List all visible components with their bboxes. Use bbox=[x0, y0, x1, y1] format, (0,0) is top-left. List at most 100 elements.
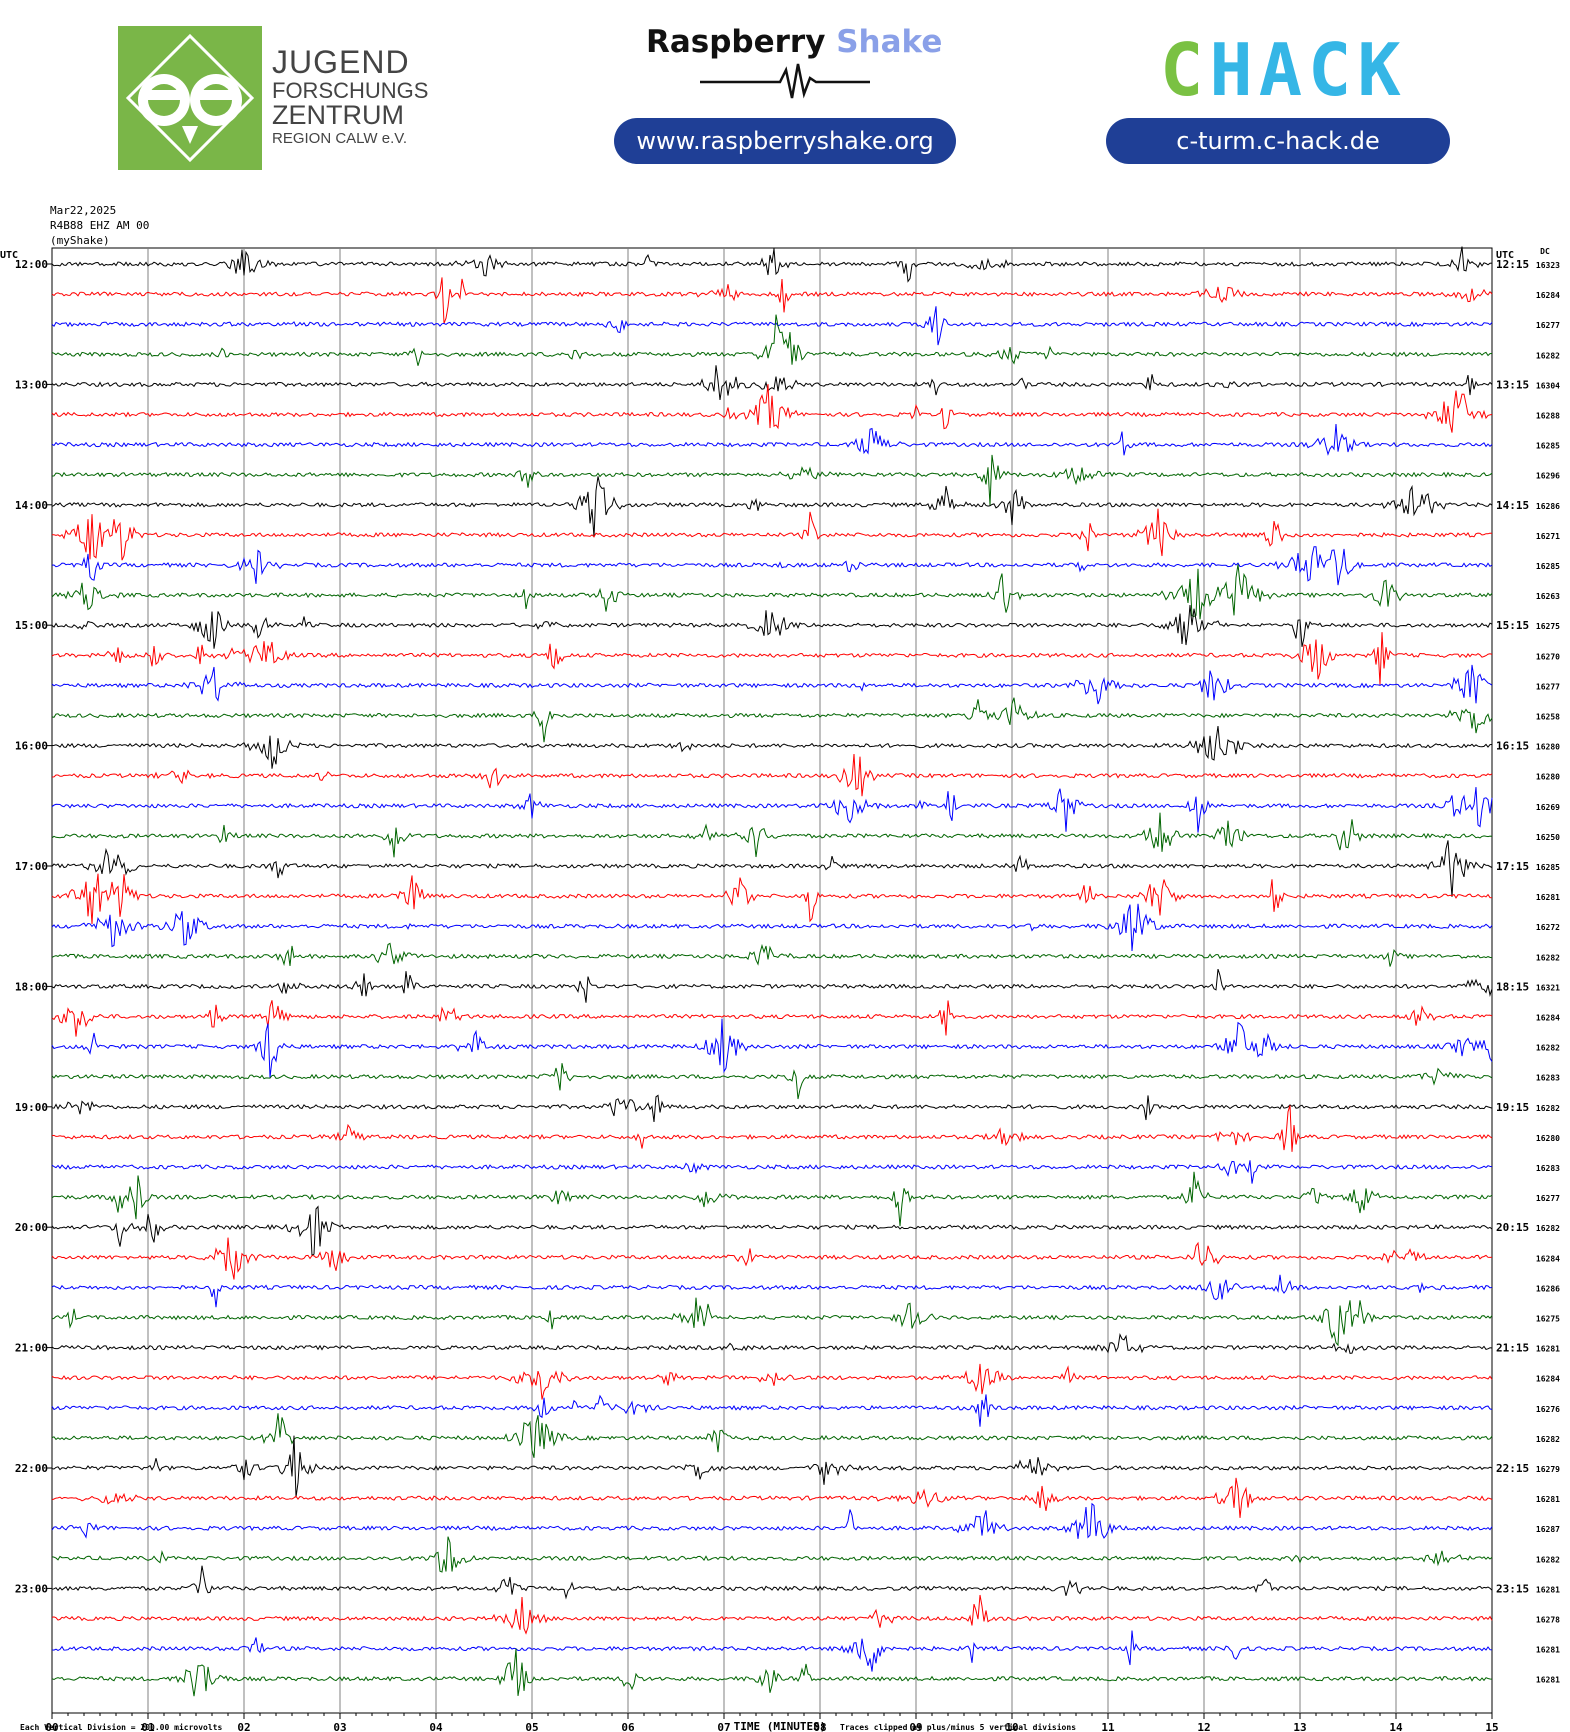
brand-word-shake: Shake bbox=[836, 24, 943, 60]
x-tick-label: 14 bbox=[1389, 1721, 1403, 1732]
dc-value-label: 16282 bbox=[1536, 1555, 1560, 1564]
trace-line bbox=[51, 365, 1493, 400]
trace-line bbox=[51, 812, 1493, 858]
brand-word-raspberry: Raspberry bbox=[646, 24, 826, 60]
right-hour-label: 18:15 bbox=[1496, 980, 1529, 993]
chart-date: Mar22,2025 bbox=[50, 204, 117, 217]
trace-line bbox=[51, 1171, 1493, 1227]
owl-logo bbox=[118, 26, 262, 170]
x-tick-label: 15 bbox=[1485, 1721, 1498, 1732]
trace-line bbox=[51, 873, 1493, 925]
left-hour-label: 16:00 bbox=[15, 740, 48, 753]
trace-line bbox=[52, 508, 1493, 561]
left-hour-label: 17:00 bbox=[15, 860, 48, 873]
right-hour-label: 22:15 bbox=[1496, 1462, 1529, 1475]
chack-url-button[interactable]: c-turm.c-hack.de bbox=[1106, 118, 1450, 164]
dc-value-label: 16284 bbox=[1536, 1254, 1560, 1263]
dc-value-label: 16323 bbox=[1536, 261, 1560, 270]
right-hour-label: 12:15 bbox=[1496, 258, 1529, 271]
trace-line bbox=[51, 1413, 1493, 1458]
dc-value-label: 16272 bbox=[1536, 923, 1560, 932]
x-tick-label: 09 bbox=[909, 1721, 922, 1732]
axis-label-group: 00 01 02 03 04 05 06 07 08 09 10 11 12 13 14 15 16323 162… bbox=[0, 247, 1560, 1732]
dc-value-label: 16282 bbox=[1536, 1104, 1560, 1113]
trace-line bbox=[51, 1160, 1493, 1184]
trace-line bbox=[51, 968, 1493, 1003]
trace-line bbox=[51, 726, 1493, 769]
station-id: R4B88 EHZ AM 00 bbox=[50, 219, 150, 232]
trace-line bbox=[51, 546, 1493, 586]
trace-line bbox=[51, 1477, 1493, 1518]
trace-line bbox=[51, 1333, 1493, 1354]
plot-frame bbox=[51, 247, 1493, 1714]
trace-line bbox=[51, 1363, 1493, 1400]
trace-line bbox=[51, 1565, 1493, 1600]
dc-value-label: 16283 bbox=[1536, 1164, 1560, 1173]
chack-logo-hack: HACK bbox=[1209, 28, 1407, 112]
right-hour-label: 13:15 bbox=[1496, 378, 1529, 391]
trace-line bbox=[51, 1594, 1493, 1635]
trace-line bbox=[51, 1274, 1493, 1308]
trace-line bbox=[51, 1000, 1493, 1037]
left-hour-label: 12:00 bbox=[15, 258, 48, 271]
right-hour-label: 15:15 bbox=[1496, 619, 1529, 632]
chack-logo: CHACK bbox=[1160, 28, 1407, 112]
dc-value-label: 16286 bbox=[1536, 1284, 1560, 1293]
trace-line bbox=[51, 1094, 1493, 1122]
left-hour-label: 23:00 bbox=[15, 1582, 48, 1595]
trace-line bbox=[51, 423, 1493, 456]
dc-value-label: 16287 bbox=[1536, 1525, 1560, 1534]
trace-line bbox=[51, 476, 1493, 538]
dc-value-label: 16269 bbox=[1536, 803, 1560, 812]
dc-value-label: 16263 bbox=[1536, 592, 1560, 601]
scale-note: Each Vertical Division = 200.00 microvol… bbox=[20, 1722, 222, 1732]
dc-value-label: 16270 bbox=[1536, 652, 1560, 661]
dc-value-label: 16281 bbox=[1536, 1646, 1560, 1655]
dc-value-label: 16277 bbox=[1536, 682, 1560, 691]
dc-value-label: 16281 bbox=[1536, 1585, 1560, 1594]
trace-line bbox=[51, 1630, 1493, 1672]
trace-line bbox=[51, 306, 1493, 346]
right-hour-label: 19:15 bbox=[1496, 1101, 1529, 1114]
left-hour-label: 20:00 bbox=[15, 1221, 48, 1234]
source-label: (myShake) bbox=[50, 234, 110, 247]
dc-value-label: 16282 bbox=[1536, 953, 1560, 962]
right-hour-label: 17:15 bbox=[1496, 860, 1529, 873]
right-hour-label: 14:15 bbox=[1496, 499, 1529, 512]
dc-value-label: 16280 bbox=[1536, 743, 1560, 752]
chack-logo-c: C bbox=[1160, 28, 1210, 112]
x-tick-label: 08 bbox=[813, 1721, 826, 1732]
left-hour-label: 21:00 bbox=[15, 1342, 48, 1355]
x-tick-label: 13 bbox=[1293, 1721, 1306, 1732]
x-tick-label: 02 bbox=[237, 1721, 250, 1732]
dc-value-label: 16281 bbox=[1536, 1495, 1560, 1504]
dc-value-label: 16275 bbox=[1536, 622, 1560, 631]
raspberryshake-url-button[interactable]: www.raspberryshake.org bbox=[614, 118, 956, 164]
trace-line bbox=[51, 1394, 1493, 1427]
x-tick-label: 12 bbox=[1197, 1721, 1210, 1732]
dc-value-label: 16279 bbox=[1536, 1465, 1560, 1474]
trace-line bbox=[51, 1435, 1493, 1498]
trace-line bbox=[51, 384, 1493, 433]
clip-note: Traces clipped at plus/minus 5 vertical … bbox=[840, 1722, 1076, 1732]
dc-value-label: 16280 bbox=[1536, 1134, 1560, 1143]
left-hour-label: 15:00 bbox=[15, 619, 48, 632]
trace-line bbox=[51, 1105, 1493, 1152]
right-hour-label: 21:15 bbox=[1496, 1342, 1529, 1355]
dc-value-label: 16282 bbox=[1536, 351, 1560, 360]
x-tick-label: 01 bbox=[141, 1721, 155, 1732]
dc-value-label: 16304 bbox=[1536, 381, 1560, 390]
x-tick-label: 10 bbox=[1005, 1721, 1018, 1732]
dc-value-label: 16276 bbox=[1536, 1405, 1560, 1414]
trace-line bbox=[51, 454, 1493, 506]
x-tick-label: 00 bbox=[45, 1721, 58, 1732]
dc-value-label: 16284 bbox=[1536, 1014, 1560, 1023]
header-banner: JUGEND FORSCHUNGS ZENTRUM REGION CALW e.… bbox=[0, 0, 1570, 200]
dc-value-label: 16281 bbox=[1536, 893, 1560, 902]
dc-value-label: 16277 bbox=[1536, 1194, 1560, 1203]
trace-line bbox=[51, 1297, 1493, 1347]
trace-line bbox=[51, 903, 1493, 952]
trace-line bbox=[51, 1502, 1493, 1539]
trace-line bbox=[51, 1237, 1493, 1280]
dc-value-label: 16282 bbox=[1536, 1224, 1560, 1233]
